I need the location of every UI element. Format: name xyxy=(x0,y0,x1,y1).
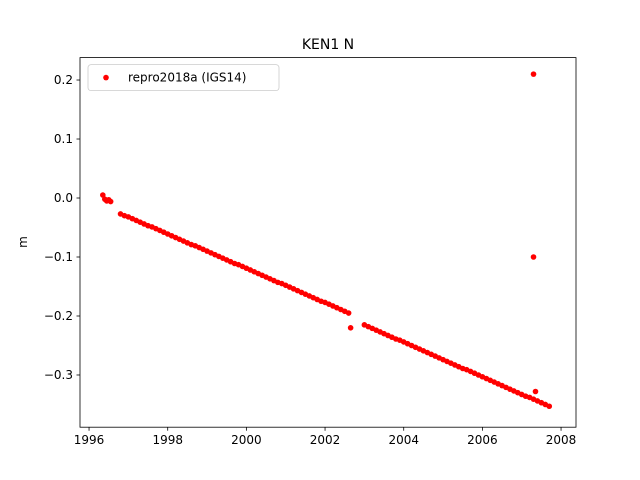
x-tick-label: 2008 xyxy=(546,433,577,447)
point xyxy=(532,388,539,395)
x-tick-label: 2000 xyxy=(231,433,262,447)
y-tick-label: 0.0 xyxy=(54,191,73,205)
x-tick-label: 2004 xyxy=(388,433,419,447)
legend-box xyxy=(87,64,280,91)
legend-marker xyxy=(103,74,109,81)
y-tick-label: −0.2 xyxy=(44,309,73,323)
plot-frame xyxy=(79,57,577,428)
x-tick-label: 1998 xyxy=(152,433,183,447)
x-tick-label: 1996 xyxy=(74,433,105,447)
point xyxy=(530,71,537,77)
legend-label: repro2018a (IGS14) xyxy=(128,71,246,85)
point xyxy=(345,310,352,316)
y-tick-label: −0.1 xyxy=(44,250,73,264)
y-tick-label: 0.2 xyxy=(54,73,73,87)
point xyxy=(107,198,114,205)
point xyxy=(546,403,553,410)
point xyxy=(347,324,354,331)
x-tick-label: 2002 xyxy=(310,433,341,447)
x-tick-label: 2006 xyxy=(467,433,498,447)
chart-title: KEN1 N xyxy=(302,37,354,53)
y-axis-label: m xyxy=(16,236,30,248)
point xyxy=(530,254,537,260)
y-tick-label: 0.1 xyxy=(54,132,73,146)
y-tick-label: −0.3 xyxy=(44,368,73,382)
